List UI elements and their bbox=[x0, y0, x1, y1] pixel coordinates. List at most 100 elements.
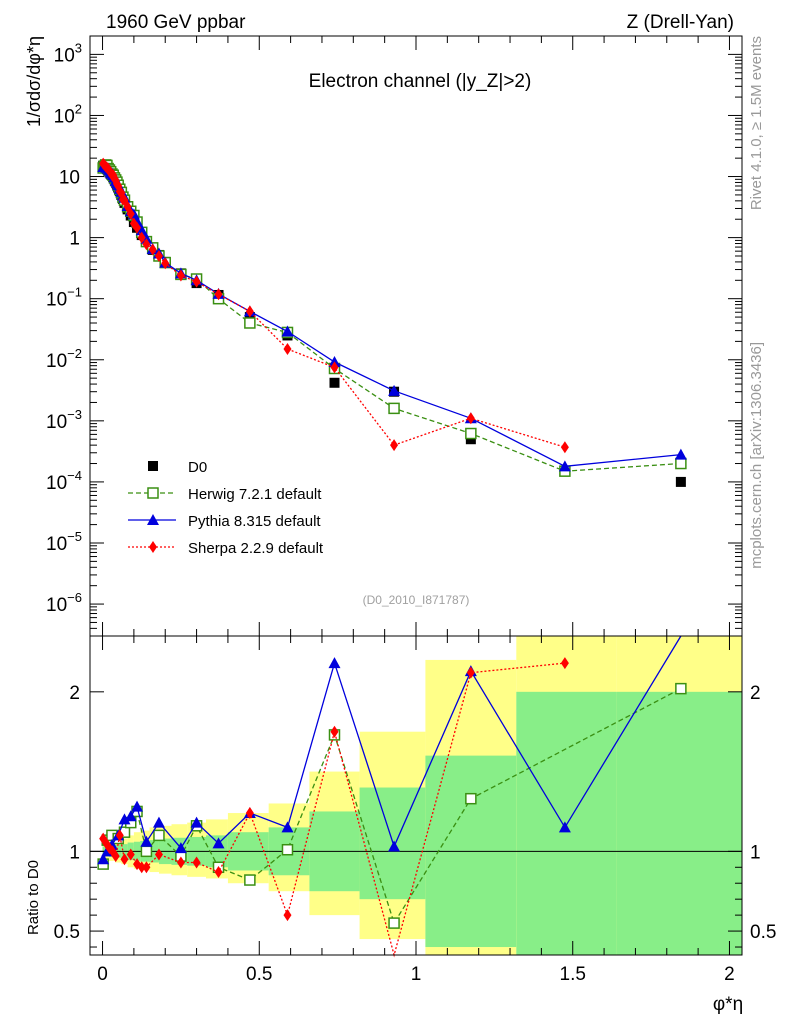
main-sherpa-point bbox=[466, 412, 475, 425]
main-pythia-point bbox=[558, 460, 571, 472]
main-y-tick-base: 10 bbox=[46, 351, 67, 372]
ratio-y-tick-label-right: 2 bbox=[750, 683, 761, 704]
ratio-y-tick-label-right: 1 bbox=[750, 842, 761, 863]
main-y-tick-base: 10 bbox=[54, 106, 75, 127]
main-pythia-point bbox=[674, 448, 687, 460]
main-y-tick-base: 10 bbox=[54, 45, 75, 66]
ratio-pythia-point bbox=[174, 842, 187, 854]
legend-label: D0 bbox=[188, 459, 207, 476]
main-y-tick-exp: −1 bbox=[67, 285, 82, 300]
main-y-tick-label: 10 bbox=[59, 168, 80, 189]
ratio-sherpa-point bbox=[115, 829, 124, 842]
main-y-tick-label: 10−2 bbox=[46, 346, 82, 372]
main-y-tick-exp: −6 bbox=[67, 590, 82, 605]
ratio-y-tick-label: 0.5 bbox=[54, 922, 80, 943]
main-sherpa-point bbox=[133, 221, 142, 234]
main-y-tick-exp: 3 bbox=[75, 40, 82, 55]
main-pythia-line bbox=[103, 166, 681, 467]
ratio-herwig-point bbox=[675, 682, 687, 695]
main-y-tick-exp: −4 bbox=[67, 468, 82, 483]
ratio-y-tick-label: 2 bbox=[69, 683, 80, 704]
main-herwig-line bbox=[102, 164, 681, 472]
ratio-pythia-point bbox=[388, 840, 401, 852]
main-y-tick-label: 102 bbox=[54, 101, 82, 127]
ratio-herwig-point bbox=[244, 874, 256, 886]
ratio-sherpa-point bbox=[283, 909, 292, 922]
main-sherpa-point bbox=[161, 257, 170, 270]
ratio-pythia-point bbox=[124, 810, 137, 822]
legend: D0 Herwig 7.2.1 default Pythia 8.315 defau… bbox=[128, 459, 324, 557]
main-sherpa-point bbox=[283, 343, 292, 356]
main-sherpa-point bbox=[120, 194, 129, 207]
x-tick-label: 0 bbox=[97, 964, 108, 985]
main-y-tick-label: 10−1 bbox=[46, 285, 82, 311]
main-y-tick-base: 10 bbox=[46, 412, 67, 433]
main-y-tick-label: 10−6 bbox=[46, 590, 82, 616]
main-herwig-point bbox=[675, 457, 687, 470]
ratio-pythia-point bbox=[118, 813, 131, 825]
rivet-label: Rivet 4.1.0, ≥ 1.5M events bbox=[748, 36, 765, 210]
main-y-tick-label: 103 bbox=[54, 40, 82, 66]
uncertainty-band-inner bbox=[616, 691, 742, 955]
legend-marker bbox=[149, 541, 157, 553]
ratio-sherpa-point bbox=[142, 861, 151, 874]
main-sherpa-point bbox=[330, 361, 339, 374]
main-d0-point bbox=[329, 377, 340, 388]
main-sherpa-point bbox=[148, 243, 157, 256]
ratio-y-tick-label-right: 0.5 bbox=[750, 922, 776, 943]
ratio-plot-area bbox=[90, 635, 742, 958]
main-y-tick-base: 10 bbox=[46, 595, 67, 616]
main-sherpa-point bbox=[560, 441, 569, 454]
ratio-herwig-point bbox=[153, 829, 165, 842]
ratio-pythia-point bbox=[328, 657, 341, 669]
main-sherpa-point bbox=[192, 275, 201, 288]
ratio-pythia-point bbox=[558, 821, 571, 833]
main-y-tick-exp: −3 bbox=[67, 407, 82, 422]
ratio-sherpa-point bbox=[560, 657, 569, 670]
main-y-tick-base: 10 bbox=[46, 290, 67, 311]
ratio-pythia-point bbox=[190, 816, 203, 828]
x-tick-label: 0.5 bbox=[246, 964, 272, 985]
main-y-tick-label: 1 bbox=[69, 229, 80, 250]
ratio-herwig-point bbox=[281, 843, 294, 856]
mcplots-label: mcplots.cern.ch [arXiv:1306.3436] bbox=[748, 342, 765, 569]
ratio-sherpa-point bbox=[176, 856, 185, 869]
x-axis-label: φ*η bbox=[713, 994, 743, 1015]
ratio-pythia-point bbox=[152, 816, 165, 828]
main-y-tick-base: 10 bbox=[59, 168, 80, 189]
ratio-sherpa-point bbox=[111, 850, 120, 863]
ratio-sherpa-point bbox=[214, 866, 223, 879]
main-title: Electron channel (|y_Z|>2) bbox=[309, 71, 532, 92]
main-sherpa-point bbox=[142, 238, 151, 251]
ratio-pythia-point bbox=[281, 821, 294, 833]
main-y-tick-base: 10 bbox=[46, 473, 67, 494]
main-sherpa-point bbox=[176, 269, 185, 282]
main-plot-area bbox=[97, 157, 687, 487]
legend-marker bbox=[147, 514, 159, 525]
main-pythia-point bbox=[135, 224, 148, 236]
main-y-tick-exp: −5 bbox=[67, 529, 82, 544]
ratio-pythia-point bbox=[97, 853, 110, 865]
main-sherpa-point bbox=[154, 249, 163, 262]
main-d0-point bbox=[675, 476, 686, 487]
x-tick-label: 2 bbox=[724, 964, 735, 985]
main-y-tick-base: 10 bbox=[46, 534, 67, 555]
main-y-tick-label: 10−3 bbox=[46, 407, 82, 433]
main-y-tick-exp: 2 bbox=[75, 101, 82, 116]
uncertainty-band-inner bbox=[516, 691, 617, 955]
legend-label: Pythia 8.315 default bbox=[188, 513, 321, 530]
main-y-tick-exp: −2 bbox=[67, 346, 82, 361]
main-y-tick-label: 10−4 bbox=[46, 468, 82, 494]
ratio-sherpa-point bbox=[192, 856, 201, 869]
main-sherpa-point bbox=[390, 439, 399, 452]
main-herwig-point bbox=[388, 402, 400, 415]
header-left: 1960 GeV ppbar bbox=[106, 12, 246, 33]
ratio-sherpa-point bbox=[245, 807, 254, 820]
main-ylabel: 1/σdσ/dφ*η bbox=[24, 36, 44, 127]
ratio-herwig-point bbox=[388, 917, 400, 929]
main-y-tick-label: 10−5 bbox=[46, 529, 82, 555]
watermark: (D0_2010_I871787) bbox=[363, 593, 470, 607]
ratio-sherpa-point bbox=[154, 848, 163, 861]
ratio-sherpa-point bbox=[120, 853, 129, 866]
